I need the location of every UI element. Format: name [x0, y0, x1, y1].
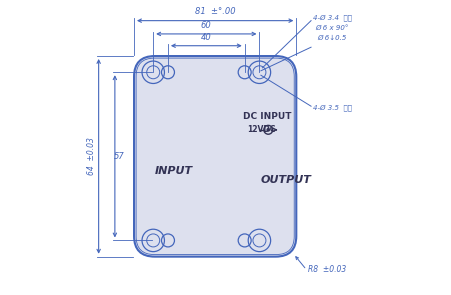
- Text: 64  ±0.03: 64 ±0.03: [87, 137, 96, 175]
- Text: DC INPUT: DC INPUT: [243, 112, 291, 121]
- Text: R8  ±0.03: R8 ±0.03: [308, 266, 346, 274]
- Text: Ø 6 x 90°: Ø 6 x 90°: [316, 25, 349, 31]
- Text: OUTPUT: OUTPUT: [261, 175, 312, 185]
- Text: 40: 40: [201, 33, 212, 42]
- Circle shape: [267, 129, 269, 131]
- Text: 60: 60: [201, 21, 212, 30]
- Text: 12VDC: 12VDC: [248, 125, 276, 134]
- Text: 4-Ø 3.5  贯穿: 4-Ø 3.5 贯穿: [313, 104, 351, 111]
- Text: INPUT: INPUT: [155, 166, 193, 176]
- Text: 4-Ø 3.4  贯穿: 4-Ø 3.4 贯穿: [313, 14, 351, 21]
- Text: Ø 6↓0.5: Ø 6↓0.5: [317, 35, 346, 41]
- Text: 57: 57: [114, 152, 124, 161]
- Text: 81  ±°.00: 81 ±°.00: [195, 7, 235, 16]
- FancyBboxPatch shape: [134, 56, 296, 257]
